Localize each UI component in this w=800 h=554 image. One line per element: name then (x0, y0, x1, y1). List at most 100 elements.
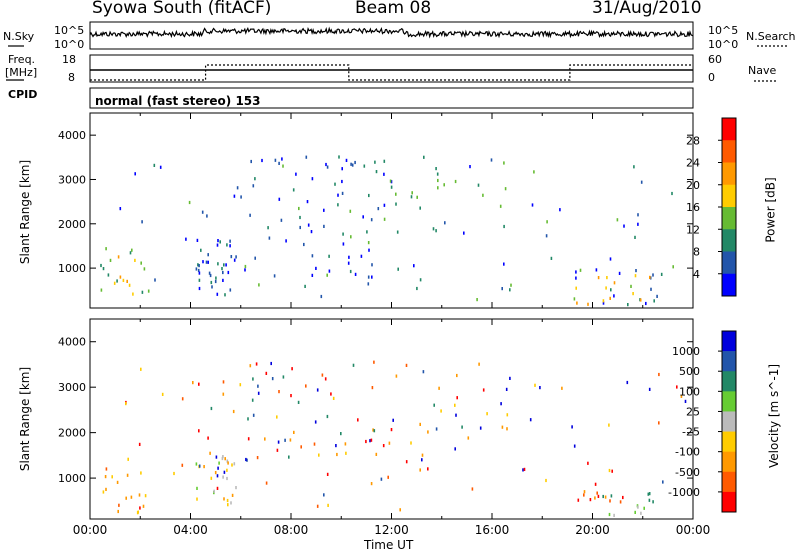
freq-left-tick-top: 18 (62, 53, 76, 66)
data-cell (140, 367, 142, 371)
data-cell (456, 373, 458, 378)
data-cell (605, 286, 607, 290)
nsearch-label: N.Search (746, 30, 796, 43)
data-cell (117, 509, 119, 514)
data-cell (421, 453, 424, 457)
data-cell (618, 271, 621, 275)
data-cell (627, 303, 629, 307)
beam-label: Beam 08 (355, 0, 432, 18)
data-cell (680, 394, 683, 398)
x-tick-label: 00:00 (676, 523, 711, 537)
colorbar-tick-label: -1000 (668, 486, 700, 499)
data-cell (111, 475, 113, 479)
data-cell (671, 191, 673, 196)
data-cell (251, 398, 254, 402)
data-cell (422, 370, 425, 374)
data-cell (630, 284, 632, 288)
data-cell (265, 371, 268, 375)
data-cell (223, 263, 225, 267)
data-cell (250, 159, 252, 164)
data-cell (102, 490, 105, 494)
data-cell (608, 512, 611, 517)
data-cell (649, 276, 652, 280)
data-cell (257, 384, 259, 388)
data-cell (104, 475, 107, 479)
data-cell (454, 447, 456, 451)
data-cell (350, 235, 352, 239)
data-cell (198, 278, 201, 282)
data-cell (411, 191, 413, 195)
data-cell (610, 494, 613, 498)
data-cell (435, 167, 437, 171)
data-cell (226, 498, 229, 503)
noise-right-tick-top: 10^5 (708, 24, 739, 37)
data-cell (490, 158, 493, 162)
data-cell (367, 241, 370, 245)
data-cell (594, 482, 597, 486)
data-cell (347, 261, 350, 265)
data-cell (128, 283, 131, 287)
data-cell (332, 396, 335, 400)
colorbar-segment (722, 229, 736, 252)
data-cell (587, 461, 589, 465)
data-cell (374, 160, 376, 164)
data-cell (503, 161, 505, 165)
y-tick-label: 1000 (58, 262, 86, 275)
data-cell (222, 475, 224, 479)
data-cell (650, 287, 652, 291)
data-cell (338, 155, 340, 159)
data-cell (247, 437, 250, 441)
data-cell (255, 362, 258, 366)
data-cell (320, 294, 323, 299)
data-cell (233, 194, 236, 198)
data-cell (573, 297, 576, 301)
data-cell (210, 476, 213, 480)
data-cell (197, 263, 199, 267)
data-cell (349, 269, 352, 274)
data-cell (375, 170, 378, 174)
data-cell (231, 493, 234, 497)
data-cell (367, 275, 370, 279)
data-cell (215, 276, 217, 280)
colorbar-segment (722, 451, 736, 473)
data-cell (282, 375, 285, 379)
data-cell (437, 186, 439, 190)
data-cell (602, 299, 605, 303)
data-cell (138, 493, 141, 497)
data-cell (373, 360, 375, 364)
data-cell (102, 267, 105, 271)
data-cell (639, 298, 642, 302)
data-cell (433, 403, 435, 407)
data-cell (392, 418, 394, 422)
data-cell (288, 455, 290, 459)
data-cell (658, 372, 660, 377)
y-tick-label: 4000 (58, 129, 86, 142)
data-cell (246, 458, 248, 462)
data-cell (587, 302, 589, 306)
data-cell (244, 264, 247, 269)
data-cell (656, 294, 658, 298)
data-cell (126, 473, 129, 477)
data-cell (327, 503, 329, 507)
data-cell (382, 444, 385, 448)
data-cell (660, 272, 663, 276)
data-cell (595, 268, 598, 272)
data-cell (383, 217, 386, 221)
data-cell (105, 247, 107, 251)
data-cell (316, 504, 319, 508)
data-cell (653, 299, 655, 303)
data-cell (235, 486, 237, 490)
data-cell (256, 456, 259, 460)
data-cell (306, 200, 309, 204)
colorbar-tick-label: 25 (686, 405, 700, 418)
data-cell (188, 200, 191, 205)
data-cell (130, 495, 133, 499)
data-cell (185, 237, 187, 241)
data-cell (380, 477, 383, 481)
data-cell (297, 400, 300, 404)
cpid-label: CPID (8, 88, 38, 101)
data-cell (534, 383, 536, 387)
data-cell (597, 276, 600, 280)
data-cell (360, 254, 363, 258)
data-cell (506, 427, 508, 431)
